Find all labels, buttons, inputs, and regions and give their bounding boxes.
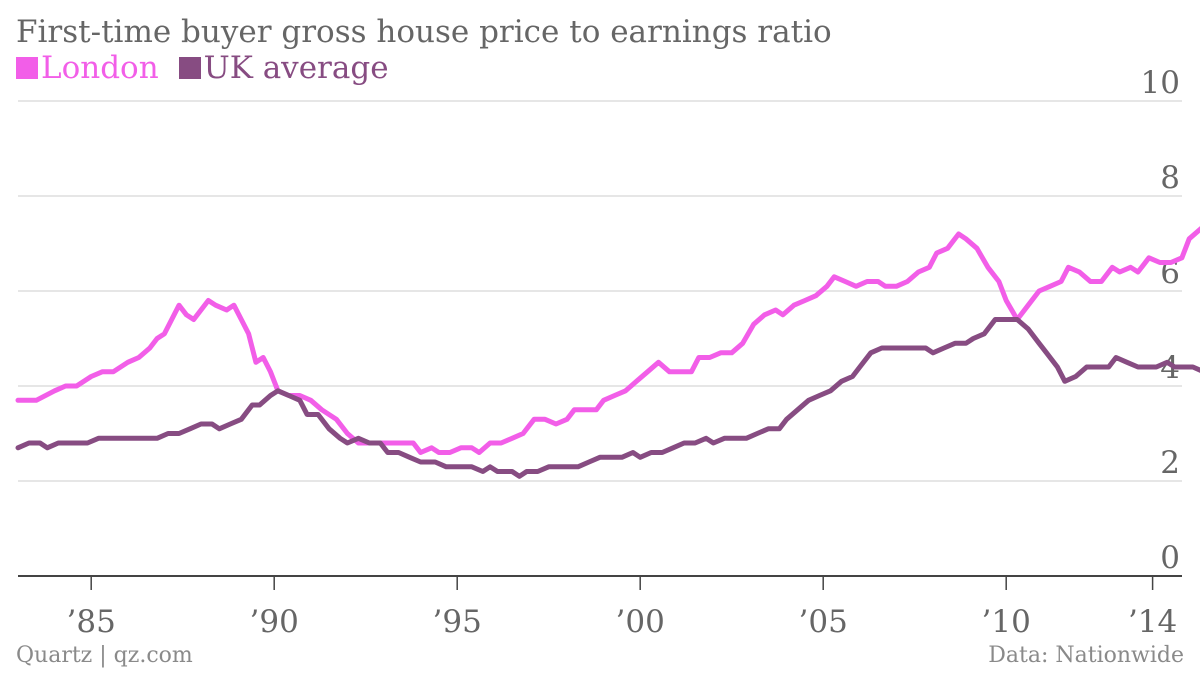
y-tick-label-10: 10 <box>1141 65 1180 101</box>
y-tick-label-2: 2 <box>1160 445 1180 481</box>
x-tick-label-2014: ’14 <box>1128 604 1177 640</box>
x-tick-label-2000: ’00 <box>616 604 665 640</box>
legend-label-london: London <box>41 50 159 86</box>
x-tick-label-1985: ’85 <box>67 604 116 640</box>
legend-item-uk-average: UK average <box>178 50 389 86</box>
legend: London UK average <box>16 50 399 86</box>
x-tick-label-1995: ’95 <box>433 604 482 640</box>
x-tick-label-2005: ’05 <box>799 604 848 640</box>
x-tick-label-1990: ’90 <box>250 604 299 640</box>
series-line-london <box>15 226 1200 455</box>
chart-title: First-time buyer gross house price to ea… <box>16 14 832 50</box>
legend-swatch-london <box>16 57 38 79</box>
legend-swatch-uk-average <box>178 57 201 79</box>
source-credit: Quartz | qz.com <box>16 643 193 668</box>
series-line-uk-average <box>15 317 1200 479</box>
series-lines <box>15 226 1200 479</box>
y-tick-label-4: 4 <box>1160 350 1180 386</box>
data-credit: Data: Nationwide <box>988 643 1184 668</box>
gridlines <box>18 100 1182 482</box>
x-tick-label-2010: ’10 <box>982 604 1031 640</box>
legend-item-london: London <box>16 50 159 86</box>
y-tick-label-8: 8 <box>1160 160 1180 196</box>
legend-label-uk-average: UK average <box>203 50 389 86</box>
x-axis: ’85 ’90 ’95 ’00 ’05 ’10 ’14 <box>18 575 1182 640</box>
y-tick-label-0: 0 <box>1160 540 1180 576</box>
